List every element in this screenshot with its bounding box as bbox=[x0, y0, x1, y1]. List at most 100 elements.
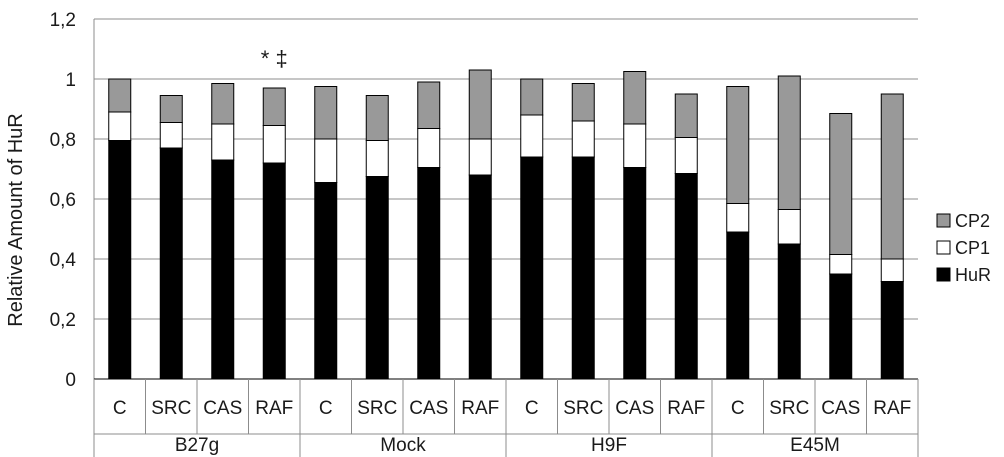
bar-segment-cp1 bbox=[829, 254, 853, 275]
bar-segment-hur bbox=[262, 162, 286, 380]
bar-segment-cp2 bbox=[674, 93, 698, 138]
bar-segment-hur bbox=[520, 156, 544, 380]
bar-stack bbox=[262, 87, 286, 380]
bar-stacks bbox=[108, 69, 904, 380]
bar-segment-cp1 bbox=[468, 138, 492, 176]
bar-segment-cp1 bbox=[417, 128, 441, 168]
y-tick-label: 0,8 bbox=[50, 130, 76, 151]
y-tick-label: 1,2 bbox=[50, 10, 76, 31]
x-tick-label: CAS bbox=[615, 398, 654, 419]
bar-segment-cp1 bbox=[159, 122, 183, 149]
x-axis: C SRC CAS RAF C SRC CAS RAF C SRC CAS RAF C SRC CAS RAF… bbox=[93, 378, 919, 457]
legend: CP2 CP1 HuR bbox=[936, 211, 991, 285]
bar-stack bbox=[108, 78, 132, 380]
bar-segment-cp2 bbox=[777, 75, 801, 210]
group-label: E45M bbox=[790, 435, 840, 456]
x-tick-label: SRC bbox=[563, 398, 603, 419]
bar-segment-hur bbox=[623, 167, 647, 380]
bar-segment-cp1 bbox=[777, 209, 801, 245]
x-tick-label: RAF bbox=[255, 398, 293, 419]
x-tick-label: SRC bbox=[357, 398, 397, 419]
group-label: B27g bbox=[175, 435, 219, 456]
x-tick-label: C bbox=[113, 398, 127, 419]
x-tick-label: CAS bbox=[821, 398, 860, 419]
bar-segment-hur bbox=[314, 182, 338, 380]
bar-segment-cp2 bbox=[829, 113, 853, 255]
bar-segment-hur bbox=[365, 176, 389, 380]
bar-segment-cp2 bbox=[468, 69, 492, 140]
x-tick-label: CAS bbox=[203, 398, 242, 419]
bar-segment-hur bbox=[211, 159, 235, 380]
bar-stack bbox=[829, 113, 853, 380]
bar-stack bbox=[211, 83, 235, 380]
x-tick-label: C bbox=[525, 398, 539, 419]
bar-stack bbox=[468, 69, 492, 380]
bar-segment-hur bbox=[777, 243, 801, 380]
bar-segment-cp1 bbox=[726, 203, 750, 233]
y-tick-label: 0,6 bbox=[50, 190, 76, 211]
y-axis: 0 0,2 0,4 0,6 0,8 1 1,2 bbox=[50, 10, 95, 391]
legend-label: CP1 bbox=[955, 238, 990, 258]
bar-segment-hur bbox=[880, 281, 904, 380]
bar-segment-cp1 bbox=[520, 114, 544, 158]
bar-segment-cp2 bbox=[159, 95, 183, 123]
bar-segment-cp1 bbox=[674, 137, 698, 174]
legend-item: HuR bbox=[936, 265, 991, 285]
legend-label: CP2 bbox=[955, 211, 990, 231]
bar-stack bbox=[571, 83, 595, 380]
bar-segment-cp2 bbox=[211, 83, 235, 125]
bar-stack bbox=[623, 71, 647, 380]
significance-annotation: * ‡ bbox=[261, 46, 288, 71]
bar-segment-cp2 bbox=[314, 86, 338, 140]
bar-segment-cp2 bbox=[262, 87, 286, 126]
bar-segment-cp2 bbox=[108, 78, 132, 113]
legend-swatch bbox=[936, 240, 951, 255]
bar-stack bbox=[314, 86, 338, 380]
y-tick-label: 0,2 bbox=[50, 310, 76, 331]
bar-stack bbox=[880, 93, 904, 380]
x-tick-label: RAF bbox=[873, 398, 911, 419]
legend-swatch bbox=[936, 267, 951, 282]
x-tick-label: SRC bbox=[151, 398, 191, 419]
bar-segment-cp1 bbox=[108, 111, 132, 141]
group-label: H9F bbox=[591, 435, 627, 456]
bar-segment-cp2 bbox=[365, 95, 389, 141]
y-tick-label: 0 bbox=[65, 370, 76, 391]
x-tick-label: C bbox=[731, 398, 745, 419]
legend-swatch bbox=[936, 213, 951, 228]
bar-segment-cp1 bbox=[365, 140, 389, 177]
bar-segment-hur bbox=[108, 140, 132, 380]
bar-segment-hur bbox=[159, 147, 183, 380]
bar-segment-cp2 bbox=[726, 86, 750, 204]
bar-segment-cp1 bbox=[314, 138, 338, 183]
bar-segment-hur bbox=[417, 167, 441, 380]
bar-segment-cp2 bbox=[571, 83, 595, 122]
bar-segment-hur bbox=[571, 156, 595, 380]
bar-stack bbox=[520, 78, 544, 380]
bar-segment-cp2 bbox=[520, 78, 544, 116]
bar-segment-cp2 bbox=[880, 93, 904, 260]
legend-label: HuR bbox=[955, 265, 991, 285]
y-tick-label: 1 bbox=[65, 70, 76, 91]
x-tick-label: RAF bbox=[461, 398, 499, 419]
bar-stack bbox=[365, 95, 389, 380]
legend-item: CP1 bbox=[936, 238, 990, 258]
bar-segment-hur bbox=[726, 231, 750, 380]
group-label: Mock bbox=[380, 435, 426, 456]
bar-segment-cp1 bbox=[623, 123, 647, 168]
x-tick-label: SRC bbox=[769, 398, 809, 419]
y-axis-label: Relative Amount of HuR bbox=[5, 113, 27, 326]
bar-segment-cp1 bbox=[571, 120, 595, 158]
bar-segment-cp2 bbox=[417, 81, 441, 129]
y-tick-label: 0,4 bbox=[50, 250, 77, 271]
bar-segment-cp1 bbox=[262, 125, 286, 164]
bar-stack bbox=[159, 95, 183, 380]
bar-stack bbox=[417, 81, 441, 380]
bar-segment-cp2 bbox=[623, 71, 647, 125]
bar-segment-hur bbox=[674, 173, 698, 380]
bar-segment-cp1 bbox=[880, 258, 904, 282]
legend-item: CP2 bbox=[936, 211, 990, 231]
bar-stack bbox=[726, 86, 750, 380]
bar-stack bbox=[674, 93, 698, 380]
